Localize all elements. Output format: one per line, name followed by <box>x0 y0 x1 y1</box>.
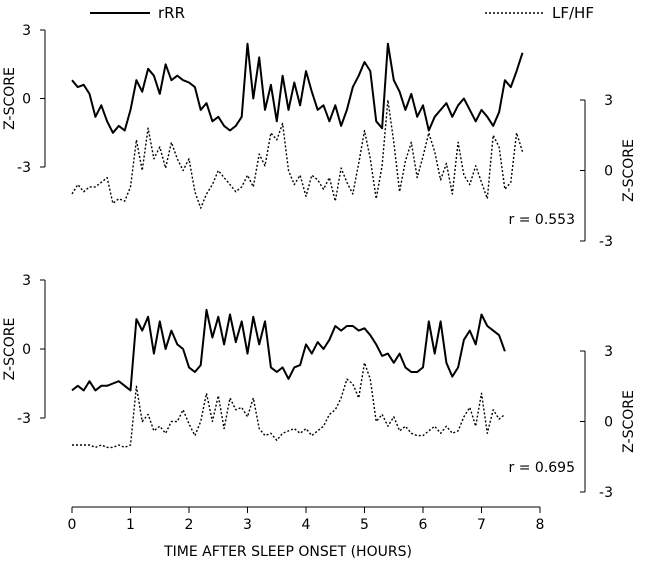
series-bottom-lfhf-line <box>72 362 506 449</box>
x-tick-label-6: 6 <box>419 517 428 533</box>
series-bottom-rrr-line <box>71 308 506 392</box>
x-axis-title: TIME AFTER SLEEP ONSET (HOURS) <box>163 544 412 560</box>
right-axis-title-bottom: Z-SCORE <box>621 390 637 453</box>
right-tick-label-top-1: 0 <box>604 164 613 180</box>
right-tick-label-bottom-0: 3 <box>604 344 613 360</box>
right-tick-label-top-0: 3 <box>604 93 613 109</box>
left-tick-label-bottom-2: -3 <box>17 411 31 427</box>
x-tick-label-2: 2 <box>185 517 194 533</box>
series-top-rrr-line <box>71 42 524 134</box>
correlation-label-top: r = 0.553 <box>509 212 575 228</box>
x-tick-label-7: 7 <box>477 517 486 533</box>
x-tick-label-3: 3 <box>243 517 252 533</box>
left-axis-title-top: Z-SCORE <box>2 67 18 130</box>
legend: rRR LF/HF <box>90 4 594 22</box>
x-tick-label-0: 0 <box>68 517 77 533</box>
x-tick-label-4: 4 <box>302 517 311 533</box>
right-tick-label-bottom-1: 0 <box>604 415 613 431</box>
panel-bottom: 3 0 -3 Z-SCORE 3 0 -3 Z-SCORE r = 0.695 <box>2 273 637 501</box>
left-tick-label-top-0: 3 <box>22 23 31 39</box>
legend-label-1: LF/HF <box>552 4 594 22</box>
legend-label-0: rRR <box>158 4 185 22</box>
left-tick-label-top-2: -3 <box>17 160 31 176</box>
x-tick-label-8: 8 <box>536 517 545 533</box>
x-tick-label-1: 1 <box>126 517 135 533</box>
left-tick-label-top-1: 0 <box>22 92 31 108</box>
x-tick-label-5: 5 <box>360 517 369 533</box>
right-tick-label-bottom-2: -3 <box>599 485 613 501</box>
chart-panels: 3 0 -3 Z-SCORE 3 0 -3 Z-SCORE r = 0.553 3 0 -3 Z-SCO… <box>2 23 637 501</box>
left-axis-title-bottom: Z-SCORE <box>2 318 18 381</box>
series-top-lfhf-line <box>71 99 524 209</box>
left-tick-label-bottom-0: 3 <box>22 273 31 289</box>
x-axis: 0 1 2 3 4 5 6 7 8 <box>68 506 545 533</box>
left-tick-label-bottom-1: 0 <box>22 342 31 358</box>
right-tick-label-top-2: -3 <box>599 234 613 250</box>
correlation-label-bottom: r = 0.695 <box>509 460 575 476</box>
panel-top: 3 0 -3 Z-SCORE 3 0 -3 Z-SCORE r = 0.553 <box>2 23 637 250</box>
right-axis-title-top: Z-SCORE <box>621 139 637 202</box>
